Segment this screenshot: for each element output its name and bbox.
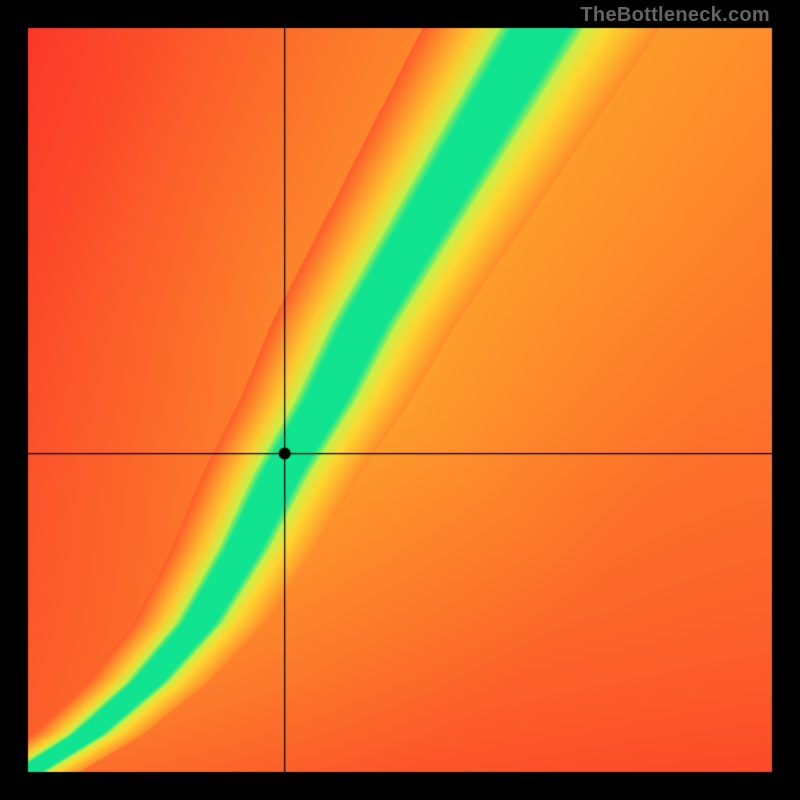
watermark-label: TheBottleneck.com (580, 4, 770, 27)
chart-container: TheBottleneck.com (0, 0, 800, 800)
heatmap-canvas (0, 0, 800, 800)
